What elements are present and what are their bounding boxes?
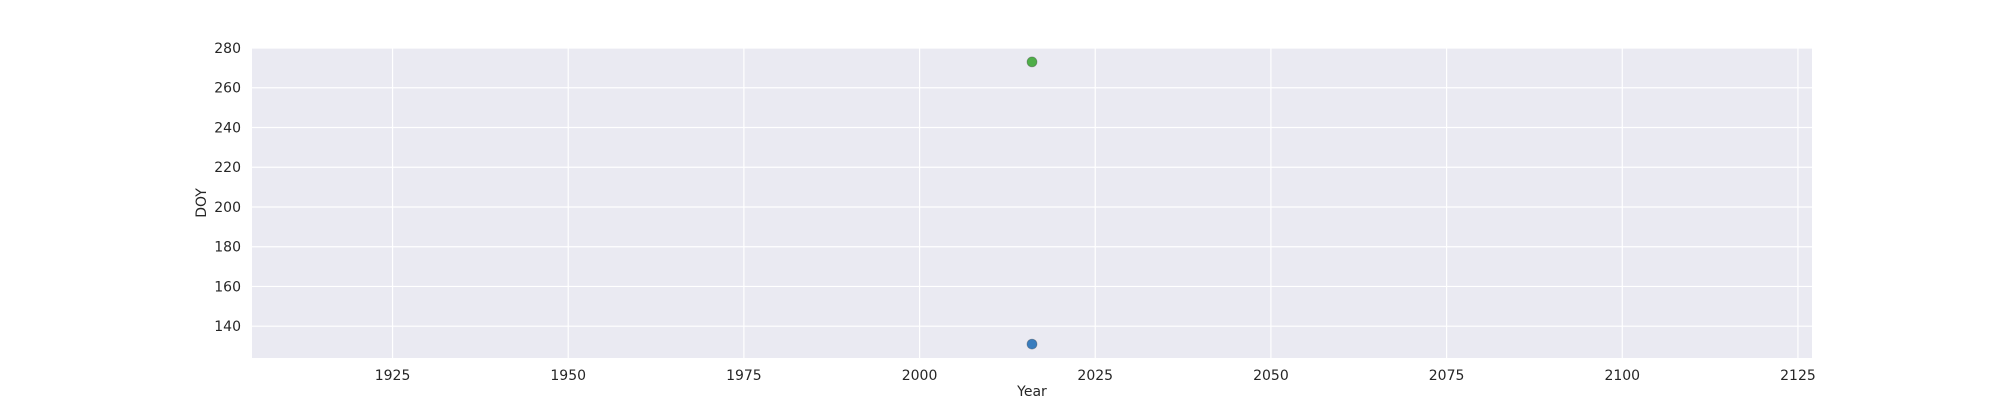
y-axis-label: DOY xyxy=(194,188,210,218)
y-tick-label: 200 xyxy=(214,200,241,216)
y-tick-label: 240 xyxy=(214,120,241,136)
x-tick-label: 2000 xyxy=(902,368,938,384)
x-tick-label: 2025 xyxy=(1077,368,1113,384)
y-tick-label: 140 xyxy=(214,319,241,335)
y-tick-label: 260 xyxy=(214,81,241,97)
y-tick-label: 220 xyxy=(214,160,241,176)
x-axis-label: Year xyxy=(1016,384,1047,400)
x-tick-label: 1925 xyxy=(375,368,411,384)
y-tick-label: 180 xyxy=(214,240,241,256)
y-tick-label: 280 xyxy=(214,41,241,57)
x-tick-label: 2050 xyxy=(1253,368,1289,384)
data-points xyxy=(1026,56,1038,350)
y-tick-label: 160 xyxy=(214,279,241,295)
data-point-series-0 xyxy=(1026,338,1038,350)
x-tick-label: 2125 xyxy=(1780,368,1816,384)
x-tick-label: 2075 xyxy=(1429,368,1465,384)
data-point-series-1 xyxy=(1026,56,1038,68)
x-axis-ticks: 1925 1950 1975 2000 2025 2050 2075 2100 2125 xyxy=(375,368,1816,384)
grid-lines xyxy=(252,47,1812,358)
y-axis-ticks: 140 160 180 200 220 240 260 280 xyxy=(214,41,241,335)
x-tick-label: 1950 xyxy=(550,368,586,384)
plot-area xyxy=(252,48,1812,358)
x-tick-label: 2100 xyxy=(1604,368,1640,384)
x-tick-label: 1975 xyxy=(726,368,762,384)
